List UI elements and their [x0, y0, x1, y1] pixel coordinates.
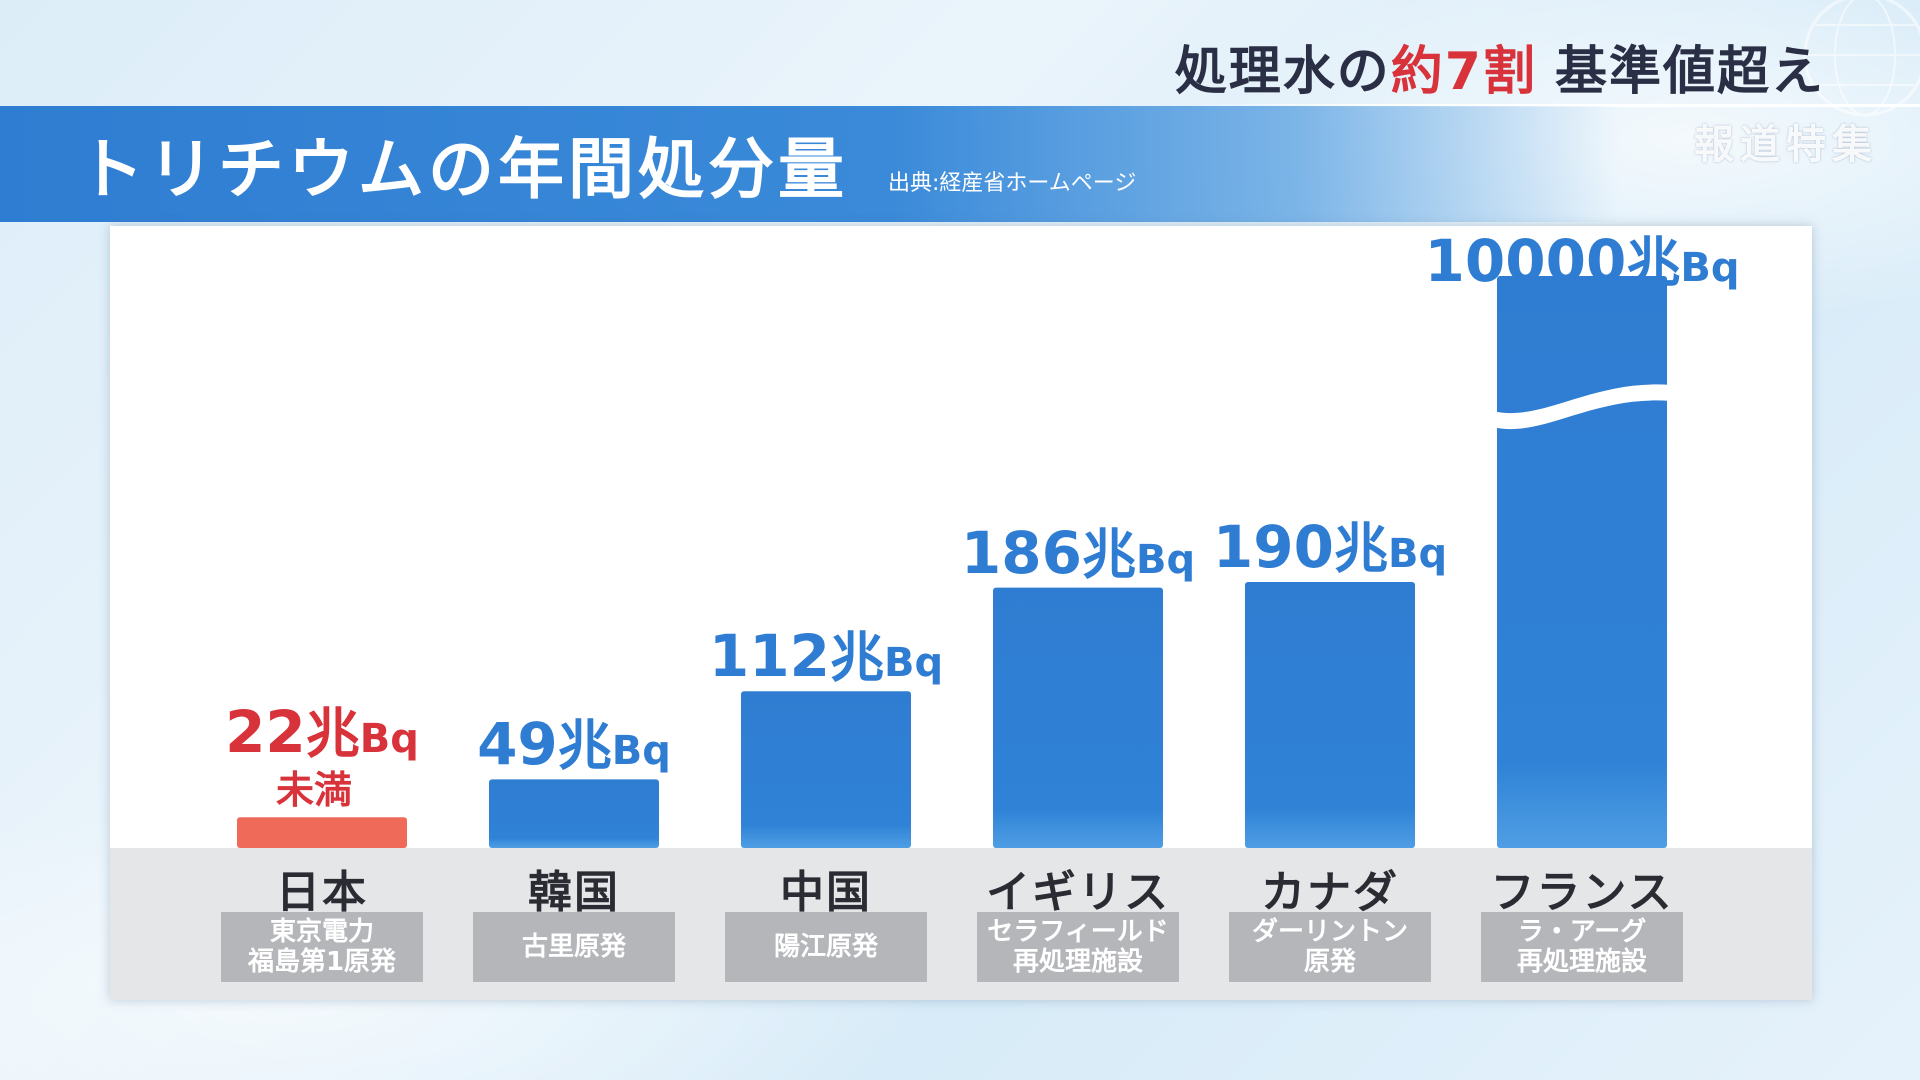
facility-label-3: 陽江原発	[725, 912, 927, 982]
value-label-num: 186	[960, 518, 1082, 587]
category-label-5: カナダ	[1261, 867, 1399, 918]
value-label-num: 112	[708, 622, 830, 691]
axis-break-mark	[1493, 384, 1671, 430]
title-bar: トリチウムの年間処分量 出典:経産省ホームページ	[0, 106, 1620, 222]
value-label-3: 112兆Bq	[666, 613, 986, 692]
value-label-unit2: Bq	[1680, 245, 1740, 291]
headline-part1: 処理水の	[1174, 41, 1391, 102]
value-label-unit2: Bq	[883, 640, 944, 687]
headline: 処理水の 約7割 基準値超え	[1175, 28, 1825, 104]
value-label-unit2: Bq	[611, 728, 671, 775]
value-label-num: 49	[477, 710, 558, 779]
category-label-6: フランス	[1490, 867, 1674, 918]
value-label-num: 190	[1212, 513, 1334, 581]
bar-2	[489, 779, 659, 848]
value-label-unit1: 兆	[829, 626, 884, 690]
headline-underline	[1180, 104, 1920, 107]
value-qualifier: 未満	[275, 768, 352, 813]
bar-4	[993, 587, 1163, 848]
chart-panel: 22兆Bq 未満 日本 東京電力 福島第1原発 49兆Bq 韓国 古里原発 112兆Bq 中国陽…	[110, 226, 1812, 1000]
facility-label-4: セラフィールド 再処理施設	[977, 912, 1179, 982]
category-label-4: イギリス	[986, 867, 1170, 918]
value-label-unit2: Bq	[1387, 531, 1448, 577]
category-label-1: 日本	[276, 867, 368, 918]
value-label-4: 186兆Bq	[918, 510, 1238, 589]
bar-3	[741, 691, 911, 848]
value-label-unit1: 兆	[305, 702, 360, 766]
headline-accent: 約7割	[1390, 41, 1537, 102]
value-label-unit2: Bq	[1135, 536, 1196, 583]
bar-6	[1497, 276, 1667, 848]
value-label-unit1: 兆	[557, 714, 612, 778]
program-logo: 報道特集	[1694, 122, 1878, 168]
value-label-5: 190兆Bq	[1170, 504, 1490, 583]
value-label-2: 49兆Bq	[414, 701, 734, 780]
bar-chart	[237, 276, 1671, 848]
bar-5	[1245, 582, 1415, 848]
category-label-2: 韓国	[528, 867, 620, 918]
value-label-num: 10000	[1424, 227, 1627, 295]
value-label-unit1: 兆	[1081, 522, 1136, 586]
chart-title: トリチウムの年間処分量	[78, 131, 848, 208]
facility-label-2: 古里原発	[473, 912, 675, 982]
facility-label-5: ダーリントン 原発	[1229, 912, 1431, 982]
value-label-unit1: 兆	[1333, 517, 1388, 580]
value-label-1: 22兆Bq	[162, 689, 482, 768]
bar-1	[237, 817, 407, 848]
globe-icon	[1803, 0, 1920, 117]
value-label-6: 10000兆Bq	[1422, 218, 1742, 297]
value-label-unit1: 兆	[1626, 231, 1681, 294]
facility-label-1: 東京電力 福島第1原発	[221, 912, 423, 982]
headline-part2: 基準値超え	[1554, 41, 1825, 102]
value-label-unit2: Bq	[359, 716, 419, 763]
source-note: 出典:経産省ホームページ	[888, 171, 1137, 196]
category-label-3: 中国	[780, 867, 872, 918]
value-label-num: 22	[225, 698, 306, 767]
facility-label-6: ラ・アーグ 再処理施設	[1481, 912, 1683, 982]
